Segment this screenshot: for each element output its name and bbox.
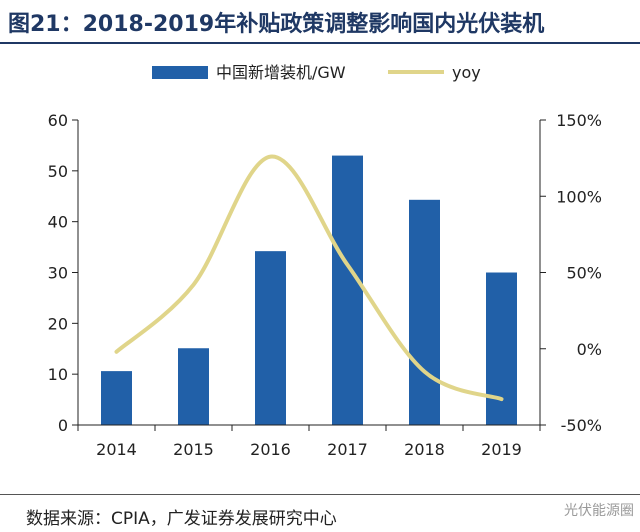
right-tick-label: 100% <box>556 187 602 206</box>
left-tick-label: 40 <box>48 213 68 232</box>
left-tick-label: 10 <box>48 365 68 384</box>
source-note: 数据来源：CPIA，广发证券发展研究中心 <box>26 509 337 529</box>
left-tick-label: 0 <box>58 416 68 435</box>
right-tick-label: -50% <box>561 416 602 435</box>
x-tick-label: 2014 <box>96 440 137 459</box>
left-tick-label: 50 <box>48 162 68 181</box>
bar-2016 <box>255 251 286 425</box>
source-divider <box>0 494 640 495</box>
x-tick-label: 2019 <box>481 440 522 459</box>
left-tick-label: 20 <box>48 314 68 333</box>
yoy-line <box>114 154 504 402</box>
x-axis: 2014 2015 2016 2017 2018 2019 <box>77 424 541 459</box>
bar-2015 <box>178 348 209 425</box>
x-tick-label: 2015 <box>173 440 214 459</box>
legend: 中国新增装机/GW yoy <box>152 63 481 82</box>
legend-bar-swatch <box>152 66 208 79</box>
left-axis: 0 10 20 30 40 50 60 <box>48 111 79 435</box>
bar-2018 <box>409 199 440 425</box>
bar-2019 <box>486 272 517 425</box>
bar-2017 <box>332 155 363 425</box>
bar-2014 <box>101 371 132 425</box>
title-divider <box>0 42 640 44</box>
chart: 中国新增装机/GW yoy 0 10 20 30 40 50 60 -50% 0% 50% 100%… <box>48 63 602 459</box>
x-tick-label: 2016 <box>250 440 291 459</box>
legend-bar-label: 中国新增装机/GW <box>216 63 346 82</box>
right-tick-label: 50% <box>566 264 602 283</box>
page-title: 图21：2018-2019年补贴政策调整影响国内光伏装机 <box>8 12 545 37</box>
x-tick-label: 2017 <box>327 440 368 459</box>
watermark: 光伏能源圈 <box>564 503 634 519</box>
legend-line-label: yoy <box>452 63 481 82</box>
x-tick-label: 2018 <box>404 440 445 459</box>
left-tick-label: 30 <box>48 264 68 283</box>
left-tick-label: 60 <box>48 111 68 130</box>
bar-series <box>101 155 517 425</box>
right-axis: -50% 0% 50% 100% 150% <box>539 111 602 435</box>
title-bar: 图21：2018-2019年补贴政策调整影响国内光伏装机 <box>0 0 640 46</box>
right-tick-label: 150% <box>556 111 602 130</box>
right-tick-label: 0% <box>577 340 602 359</box>
